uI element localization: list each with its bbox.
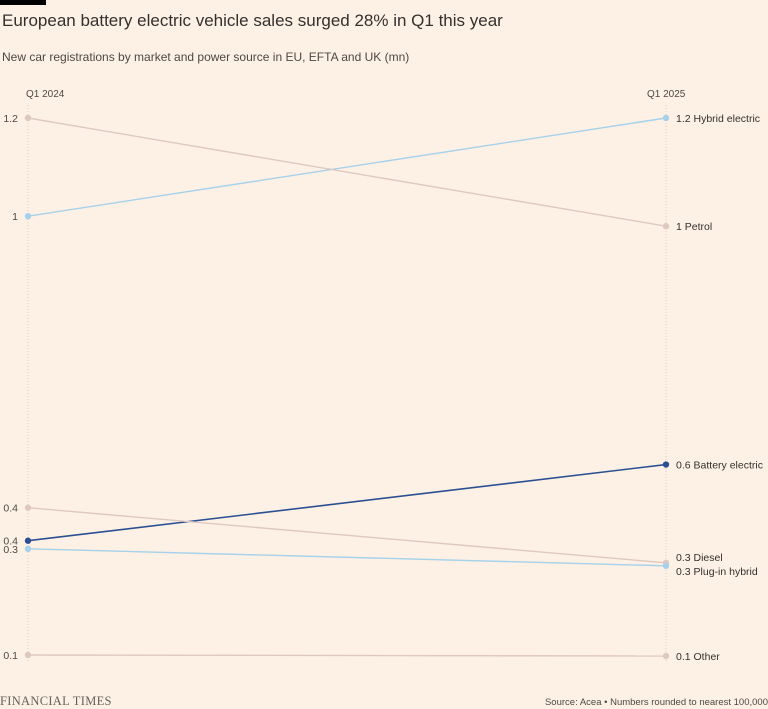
- point-start-other: [24, 651, 32, 659]
- point-end-hybrid-electric: [662, 114, 670, 122]
- end-label-battery-electric: 0.6 Battery electric: [676, 460, 763, 472]
- chart-marks: 1 1.2 Hybrid electric 1.2 1 Petrol 0.4 0.6 Ba…: [3, 113, 763, 663]
- column-label-q1-2025: Q1 2025: [647, 89, 686, 100]
- series-line-diesel: [27, 507, 667, 564]
- brand-bar: [0, 0, 46, 5]
- point-start-diesel: [24, 504, 32, 511]
- series-line-hybrid-electric: [27, 117, 667, 217]
- point-start-petrol: [24, 114, 32, 122]
- chart-title: European battery electric vehicle sales …: [2, 11, 503, 30]
- source-note: Source: Acea • Numbers rounded to neares…: [544, 697, 768, 708]
- series-line-other: [27, 654, 667, 657]
- start-label-battery-electric: 0.4: [3, 536, 18, 548]
- point-start-plug-in-hybrid: [24, 545, 32, 553]
- start-label-petrol: 1.2: [3, 113, 18, 125]
- point-end-petrol: [662, 222, 670, 230]
- point-end-plug-in-hybrid: [662, 562, 670, 570]
- end-label-petrol: 1 Petrol: [676, 221, 712, 233]
- ft-logo: FINANCIAL TIMES: [0, 694, 112, 708]
- end-label-diesel: 0.3 Diesel: [676, 552, 723, 564]
- series-line-plug-in-hybrid: [27, 548, 667, 567]
- start-label-other: 0.1: [3, 650, 18, 662]
- series-line-battery-electric: [27, 463, 667, 542]
- end-label-plug-in-hybrid: 0.3 Plug-in hybrid: [676, 566, 758, 578]
- start-label-hybrid-electric: 1: [12, 211, 18, 223]
- column-label-q1-2024: Q1 2024: [26, 89, 65, 100]
- start-label-plug-in-hybrid: 0.3: [3, 544, 18, 556]
- point-end-battery-electric: [662, 461, 670, 468]
- point-start-hybrid-electric: [24, 212, 32, 220]
- point-start-battery-electric: [24, 537, 32, 544]
- end-label-hybrid-electric: 1.2 Hybrid electric: [676, 113, 760, 125]
- point-end-other: [662, 652, 670, 660]
- start-label-diesel: 0.4: [3, 503, 18, 515]
- chart-subtitle: New car registrations by market and powe…: [2, 50, 410, 64]
- series-line-petrol: [27, 117, 667, 227]
- end-label-other: 0.1 Other: [676, 651, 720, 663]
